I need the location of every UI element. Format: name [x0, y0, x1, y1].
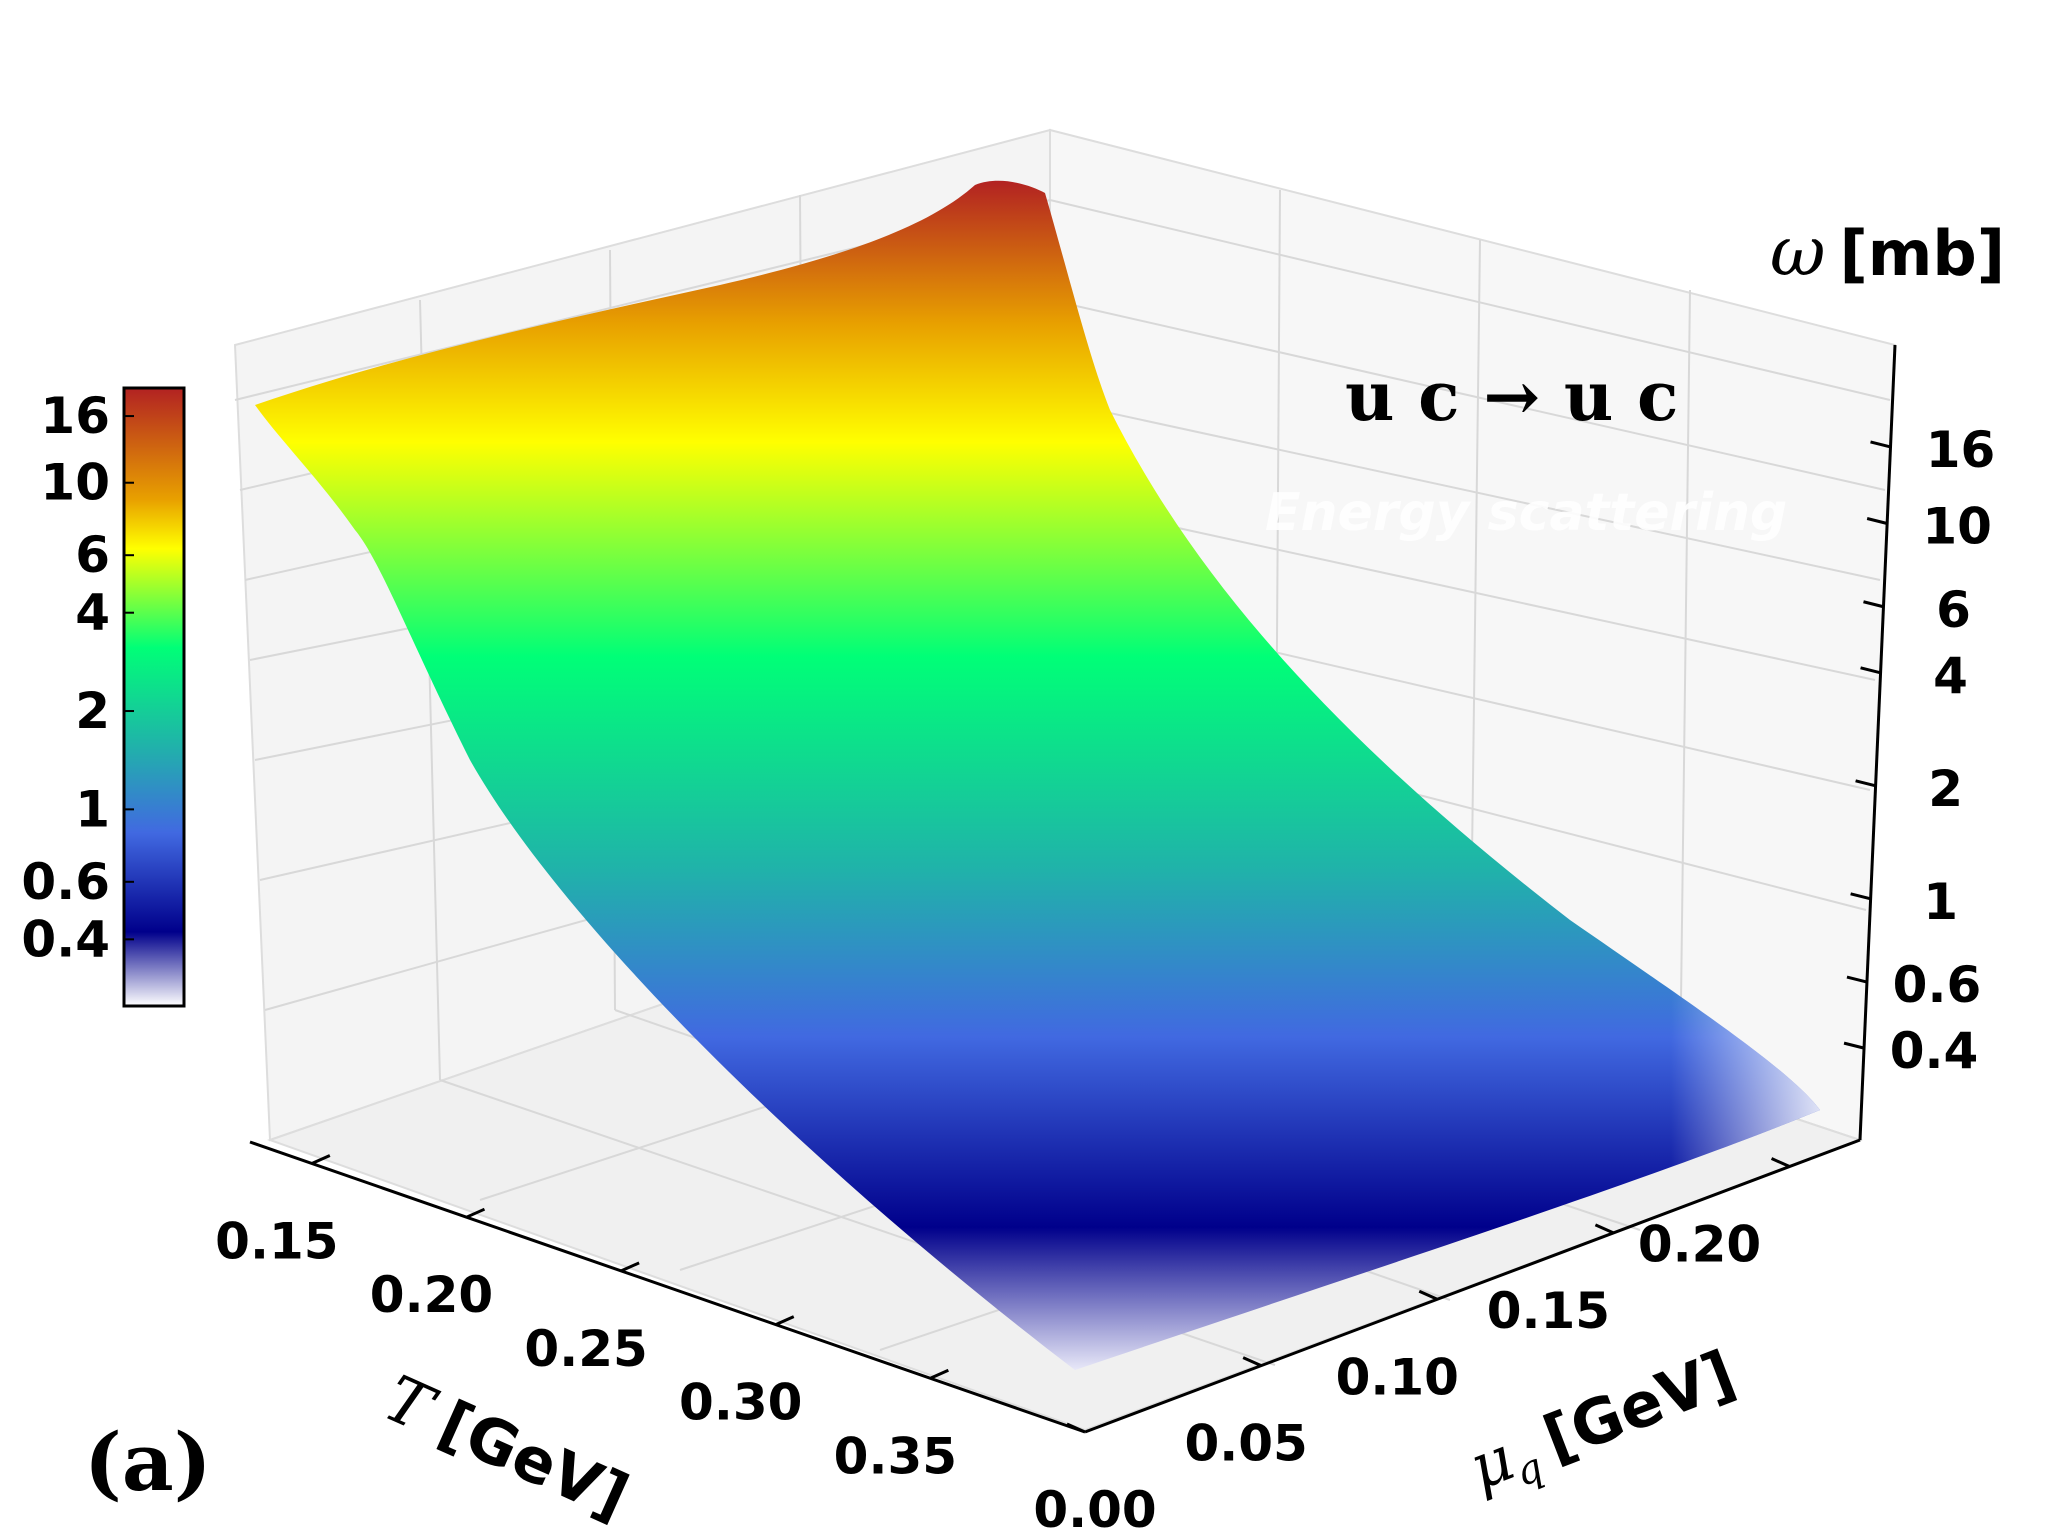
y-tick-label: 0.05: [1184, 1415, 1307, 1473]
z-tick-label: 16: [1926, 421, 1996, 479]
z-tick-label: 4: [1933, 647, 1968, 705]
colorbar-tick-label: 2: [75, 682, 110, 740]
colorbar-tick-label: 4: [75, 584, 110, 642]
watermark: Energy scattering: [1265, 483, 1787, 543]
y-axis-title: μq [GeV]: [1459, 1336, 1745, 1510]
z-tick-mark: [1846, 975, 1868, 984]
z-tick-mark: [1843, 1041, 1865, 1050]
process-label: u c → u c: [1345, 357, 1678, 437]
y-tick-label: 0.10: [1336, 1348, 1459, 1406]
z-axis-symbol: ω: [1770, 213, 1825, 292]
z-axis-line: [1858, 344, 1897, 1141]
x-tick-mark: [929, 1368, 949, 1380]
x-tick-label: 0.20: [370, 1266, 493, 1324]
colorbar-tick-label: 0.6: [21, 853, 110, 911]
x-axis-unit: [GeV]: [429, 1386, 639, 1533]
z-tick-label: 2: [1928, 760, 1963, 818]
z-axis-title: ω [mb]: [1770, 213, 2005, 292]
y-tick-mark: [1418, 1289, 1438, 1301]
y-tick-mark: [1770, 1157, 1791, 1168]
z-tick-label: 6: [1936, 581, 1971, 639]
z-tick-label: 10: [1922, 498, 1992, 556]
z-tick-label: 0.4: [1890, 1022, 1979, 1080]
colorbar-tick-label: 16: [40, 387, 110, 445]
colorbar-tick-label: 10: [40, 454, 110, 512]
surface-plot: [255, 180, 1820, 1370]
y-tick-label: 0.15: [1487, 1282, 1610, 1340]
y-axis-unit: [GeV]: [1534, 1336, 1745, 1475]
z-tick-label: 0.6: [1893, 956, 1982, 1014]
x-tick-label: 0.15: [215, 1212, 338, 1270]
colorbar: 16 10 64 2 1 0.60.4: [21, 386, 186, 1008]
y-tick-mark: [1066, 1422, 1086, 1434]
y-tick-mark: [1594, 1223, 1615, 1235]
z-tick-label: 1: [1923, 873, 1958, 931]
surface-right-fade: [1075, 410, 1820, 1370]
x-tick-label: 0.35: [834, 1427, 957, 1485]
z-tick-mark: [1850, 892, 1871, 901]
colorbar-tick-label: 6: [75, 526, 110, 584]
colorbar-tick-label: 1: [75, 780, 110, 838]
y-tick-label: 0.00: [1033, 1481, 1156, 1536]
z-axis: 16 10 6 4 2 1 0.6 0.4: [1843, 344, 1996, 1141]
x-tick-mark: [620, 1261, 640, 1273]
x-axis-title: T [GeV]: [373, 1362, 639, 1533]
x-tick-mark: [775, 1315, 795, 1326]
x-tick-label: 0.30: [679, 1374, 802, 1432]
x-tick-label: 0.25: [524, 1320, 647, 1378]
z-tick-mark: [1855, 779, 1876, 788]
z-axis-unit: [mb]: [1839, 217, 2005, 290]
z-tick-mark: [1863, 600, 1884, 609]
colorbar-body: [122, 386, 186, 1008]
y-tick-mark: [1242, 1356, 1262, 1368]
y-axis-symbol: μq: [1459, 1412, 1549, 1510]
panel-label: (a): [84, 1415, 212, 1509]
z-tick-mark: [1866, 517, 1888, 525]
x-tick-mark: [311, 1154, 331, 1165]
z-tick-mark: [1860, 666, 1881, 675]
colorbar-tick-label: 0.4: [21, 910, 110, 968]
y-tick-label: 0.20: [1638, 1216, 1761, 1274]
x-tick-mark: [465, 1207, 486, 1219]
z-tick-mark: [1870, 440, 1891, 449]
x-axis-line: [249, 1140, 1086, 1434]
y-axis-line: [1084, 1138, 1861, 1434]
